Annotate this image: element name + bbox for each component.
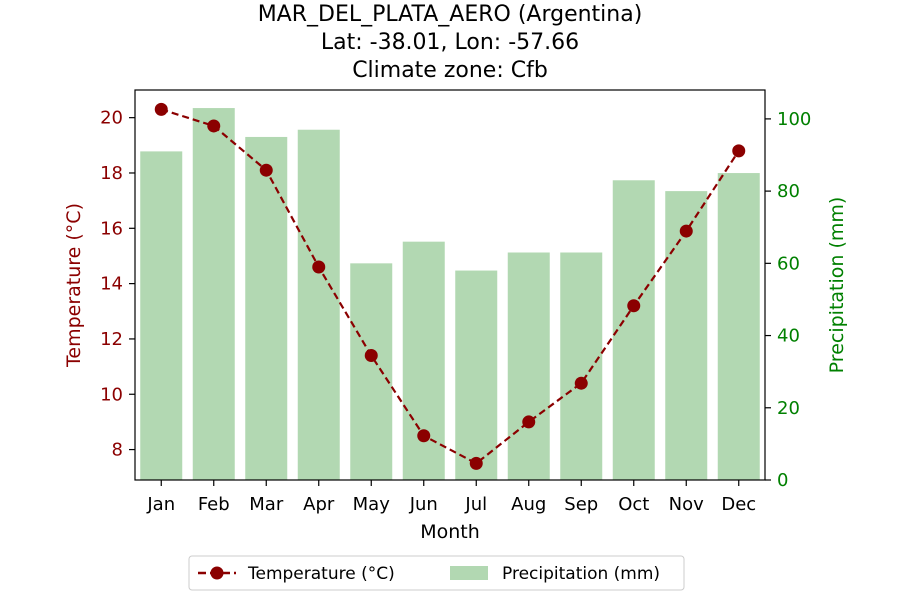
temperature-line [154, 102, 746, 470]
y-right-tick-label: 0 [777, 470, 788, 491]
temperature-point [417, 429, 431, 443]
temperature-point [364, 349, 378, 363]
precipitation-bar [560, 252, 603, 480]
precipitation-bar [140, 151, 183, 480]
x-tick-label: Jul [464, 494, 487, 515]
precipitation-bar [402, 241, 445, 480]
legend-temperature-marker [210, 566, 224, 580]
y-right-tick-label: 40 [777, 326, 800, 347]
legend-precipitation-label: Precipitation (mm) [502, 564, 660, 584]
y-axis-right-label: Precipitation (mm) [826, 197, 848, 374]
chart-title-line-1: MAR_DEL_PLATA_AERO (Argentina) [258, 2, 643, 27]
temperature-point [627, 299, 641, 313]
chart-title-line-3: Climate zone: Cfb [352, 58, 548, 83]
temperature-point [469, 456, 483, 470]
y-right-tick-label: 60 [777, 253, 800, 274]
y-left-tick-label: 12 [100, 329, 123, 350]
precipitation-bar [297, 129, 340, 480]
x-tick-label: Dec [721, 494, 756, 515]
y-left-tick-label: 20 [100, 108, 123, 129]
x-tick-label: Apr [303, 494, 335, 515]
legend-temperature-label: Temperature (°C) [247, 564, 395, 584]
x-tick-label: Mar [249, 494, 284, 515]
chart-title-line-2: Lat: -38.01, Lon: -57.66 [321, 30, 579, 55]
y-axis-left: 8 10 12 14 16 18 20 [100, 108, 135, 461]
x-tick-label: Nov [669, 494, 704, 515]
x-tick-label: Jan [146, 494, 175, 515]
precipitation-bar [507, 252, 550, 480]
precipitation-bars [140, 108, 760, 481]
precipitation-bar [612, 180, 655, 480]
y-axis-left-label: Temperature (°C) [63, 203, 85, 368]
precipitation-bar [245, 136, 288, 480]
temperature-point [207, 119, 221, 133]
y-axis-right: 0 20 40 60 80 100 [765, 109, 811, 491]
precipitation-bar [665, 191, 708, 480]
y-left-tick-label: 8 [112, 440, 123, 461]
y-left-tick-label: 18 [100, 163, 123, 184]
temperature-point [679, 224, 693, 238]
precipitation-bar [350, 263, 393, 480]
y-right-tick-label: 100 [777, 109, 811, 130]
temperature-point [574, 376, 588, 390]
y-left-tick-label: 16 [100, 218, 123, 239]
x-axis: Jan Feb Mar Apr May Jun Jul Aug Sep Oct Nov Dec [146, 480, 756, 515]
temperature-point [154, 102, 168, 116]
precipitation-bar [455, 270, 498, 480]
legend-box [188, 555, 685, 591]
temperature-point [732, 144, 746, 158]
y-left-tick-label: 14 [100, 274, 123, 295]
y-right-tick-label: 20 [777, 398, 800, 419]
temperature-point [312, 260, 326, 274]
temperature-point [522, 415, 536, 429]
x-tick-label: Jun [409, 494, 438, 515]
precipitation-bar [192, 108, 235, 481]
x-tick-label: Sep [564, 494, 598, 515]
legend-precipitation-swatch [450, 566, 488, 580]
temperature-point [259, 163, 273, 177]
y-left-tick-label: 10 [100, 384, 123, 405]
x-axis-label: Month [420, 521, 480, 543]
y-right-tick-label: 80 [777, 181, 800, 202]
temperature-series-line [160, 108, 740, 465]
x-tick-label: Feb [198, 494, 230, 515]
x-tick-label: May [353, 494, 391, 515]
legend: Temperature (°C) Precipitation (mm) [188, 555, 685, 591]
x-tick-label: Aug [511, 494, 546, 515]
plot-frame [134, 89, 766, 481]
precipitation-bar [717, 173, 760, 481]
x-tick-label: Oct [618, 494, 649, 515]
